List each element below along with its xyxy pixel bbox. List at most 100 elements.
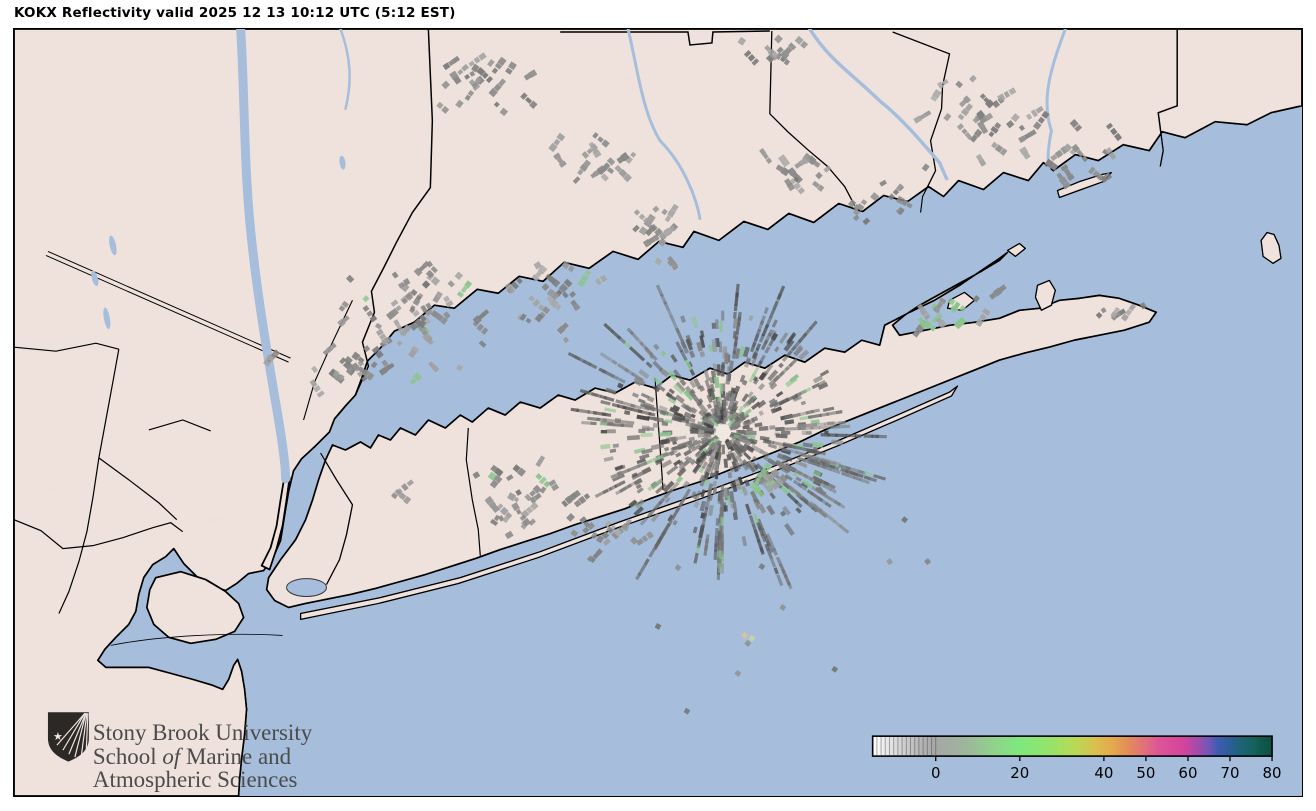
radar-echo [735, 322, 741, 335]
radar-echo [768, 398, 777, 405]
radar-echo [472, 471, 481, 479]
radar-echo [618, 169, 628, 178]
radar-echo [818, 379, 826, 386]
radar-echo [456, 291, 464, 298]
radar-echo [652, 541, 660, 551]
radar-echo [639, 341, 650, 352]
radar-echo [606, 526, 614, 534]
radar-echo [795, 476, 802, 483]
radar-echo [598, 367, 607, 374]
radar-echo [810, 408, 821, 414]
radar-echo [548, 142, 558, 153]
radar-echo [698, 442, 709, 452]
radar-echo [809, 476, 819, 484]
radar-echo [570, 529, 579, 538]
radar-echo [357, 360, 365, 367]
radar-echo [519, 313, 527, 321]
radar-echo [316, 390, 325, 398]
radar-echo [735, 348, 741, 359]
radar-echo [912, 329, 921, 338]
radar-echo [703, 416, 713, 425]
radar-echo [708, 387, 716, 401]
radar-echo [505, 511, 513, 519]
radar-echo [779, 56, 786, 63]
radar-echo [779, 510, 787, 517]
radar-echo [718, 341, 723, 353]
radar-echo [689, 422, 703, 430]
radar-echo [602, 538, 611, 546]
radar-echo [800, 400, 807, 406]
radar-echo [936, 301, 944, 310]
radar-echo [763, 306, 769, 315]
radar-echo [762, 473, 770, 481]
radar-echo [346, 366, 354, 374]
radar-echo [826, 411, 837, 416]
radar-echo [723, 505, 728, 512]
radar-echo [552, 279, 561, 288]
radar-echo [409, 377, 417, 386]
radar-echo [769, 382, 778, 390]
radar-echo [425, 269, 435, 279]
radar-echo [810, 419, 820, 425]
radar-echo [741, 536, 748, 547]
radar-echo [812, 475, 823, 483]
radar-echo [978, 158, 987, 167]
radar-echo [626, 327, 635, 336]
radar-echo [765, 540, 774, 554]
radar-echo [742, 346, 750, 358]
radar-echo [694, 452, 702, 459]
radar-echo [737, 476, 744, 486]
radar-echo [608, 484, 618, 491]
radar-echo [810, 426, 821, 430]
radar-echo [398, 329, 406, 337]
radar-echo [441, 105, 450, 114]
radar-echo [713, 459, 720, 472]
radar-echo [606, 157, 616, 166]
radar-echo [693, 439, 702, 446]
radar-echo [753, 464, 759, 471]
radar-echo [779, 49, 790, 60]
radar-echo [612, 443, 620, 448]
radar-echo [614, 480, 626, 489]
radar-echo [505, 67, 513, 75]
radar-echo [1092, 170, 1100, 178]
radar-echo [664, 497, 671, 504]
radar-echo [398, 492, 407, 501]
radar-echo [779, 332, 789, 344]
radar-echo [263, 359, 272, 367]
ct-ri-border [1157, 29, 1178, 167]
radar-echo [581, 420, 592, 425]
croton-reservoir [339, 155, 346, 170]
radar-echo [767, 48, 775, 56]
radar-echo [742, 459, 750, 468]
radar-echo [751, 522, 757, 530]
radar-echo [732, 318, 738, 329]
radar-echo [570, 407, 580, 413]
colorbar-tick-label: 50 [1136, 764, 1155, 782]
radar-echo [773, 567, 779, 575]
radar-echo [553, 138, 561, 146]
radar-echo [339, 357, 347, 365]
radar-echo [672, 412, 686, 421]
radar-echo [969, 74, 977, 83]
radar-echo [337, 318, 346, 328]
radar-echo [1018, 135, 1027, 144]
radar-echo [675, 452, 682, 458]
radar-echo [551, 483, 560, 492]
queens-nassau-line [465, 427, 481, 556]
radar-echo [528, 69, 538, 78]
radar-echo [792, 479, 803, 488]
nj-county-line-3 [98, 457, 178, 521]
radar-echo [1032, 121, 1042, 131]
radar-echo [718, 563, 722, 573]
radar-echo [358, 366, 366, 374]
radar-echo [652, 385, 661, 393]
radar-echo [697, 456, 707, 468]
radar-echo [816, 450, 826, 456]
radar-echo [476, 323, 484, 332]
radar-echo [558, 283, 569, 293]
radar-echo [741, 379, 748, 386]
radar-echo [801, 155, 811, 165]
radar-echo [529, 100, 538, 109]
radar-echo [266, 354, 275, 363]
